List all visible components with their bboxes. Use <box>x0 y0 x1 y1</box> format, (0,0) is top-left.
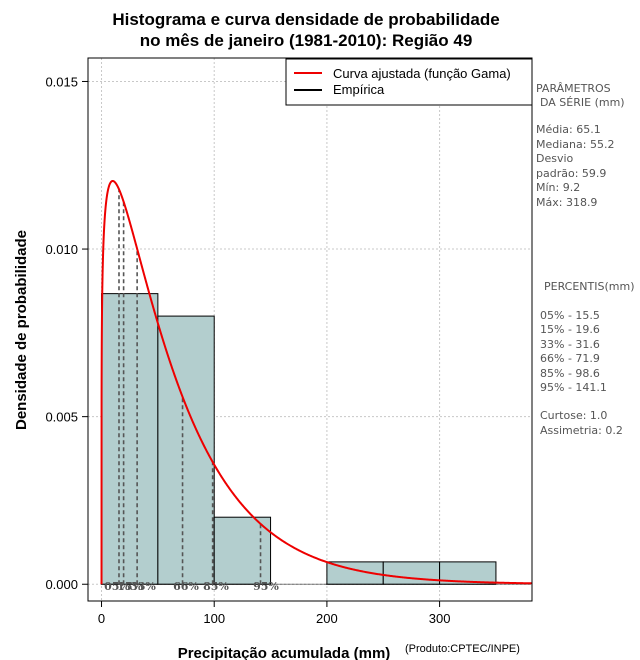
percentile-label: 66% <box>173 580 199 593</box>
percentile-label: 15% <box>117 580 143 593</box>
percentil-05: 05% - 15.5 <box>540 309 600 322</box>
stat-assimetria: Assimetria: 0.2 <box>540 424 623 437</box>
percentile-labels: 05%15%33% 66% 85% 95% <box>104 580 279 593</box>
x-tick-label: 200 <box>316 611 338 626</box>
params-title-2: DA SÉRIE (mm) <box>540 96 625 109</box>
credit-text: (Produto:CPTEC/INPE) <box>405 643 520 655</box>
histogram-bars <box>101 293 532 585</box>
chart-subtitle: no mês de janeiro (1981-2010): Região 49 <box>140 31 473 50</box>
stat-desvio-2: padrão: 59.9 <box>536 167 606 180</box>
y-axis-label: Densidade de probabilidade <box>13 230 30 430</box>
x-tick-label: 0 <box>98 611 105 626</box>
histogram-bar <box>213 516 272 585</box>
percentil-66: 66% - 71.9 <box>540 352 600 365</box>
y-tick-label: 0.010 <box>45 242 78 257</box>
stat-desvio-1: Desvio <box>536 152 574 165</box>
y-tick-label: 0.015 <box>45 74 78 89</box>
plot-frame <box>87 57 533 602</box>
stat-min: Mín: 9.2 <box>536 181 580 194</box>
percentile-label: 85% <box>203 580 229 593</box>
y-tick-label: 0.005 <box>45 410 78 425</box>
params-title-1: PARÂMETROS <box>536 82 611 95</box>
percentil-85: 85% - 98.6 <box>540 367 600 380</box>
histogram-bar <box>382 561 441 585</box>
legend-label-fitted: Curva ajustada (função Gama) <box>333 66 511 81</box>
stat-max: Máx: 318.9 <box>536 196 597 209</box>
percentile-lines <box>118 189 262 585</box>
percentil-15: 15% - 19.6 <box>540 323 600 336</box>
percentil-33: 33% - 31.6 <box>540 338 600 351</box>
side-panel: PARÂMETROS DA SÉRIE (mm) Média: 65.1 Med… <box>536 82 635 437</box>
percentile-label: 33% <box>130 580 156 593</box>
histogram-bar <box>101 293 159 585</box>
legend: Curva ajustada (função Gama) Empírica <box>285 58 533 106</box>
legend-box <box>285 58 533 106</box>
legend-label-empirical: Empírica <box>333 82 385 97</box>
percentil-95: 95% - 141.1 <box>540 381 607 394</box>
fitted-gamma-curve <box>100 179 533 585</box>
percentis-title: PERCENTIS(mm) <box>544 280 635 293</box>
x-axis-label: Precipitação acumulada (mm) <box>178 645 391 660</box>
x-tick-label: 100 <box>203 611 225 626</box>
stat-mediana: Mediana: 55.2 <box>536 138 614 151</box>
x-tick-label: 300 <box>429 611 451 626</box>
percentile-label: 95% <box>253 580 279 593</box>
y-tick-label: 0.000 <box>45 577 78 592</box>
chart-title: Histograma e curva densidade de probabil… <box>112 10 499 29</box>
stat-media: Média: 65.1 <box>536 123 601 136</box>
histogram-bar <box>157 315 215 585</box>
fitted-curve-layer <box>100 179 533 585</box>
percentile-label: 05% <box>104 580 130 593</box>
axes: 0 100 200 300 0.000 0.005 0.010 0.015 <box>45 74 450 626</box>
stat-curtose: Curtose: 1.0 <box>540 409 607 422</box>
